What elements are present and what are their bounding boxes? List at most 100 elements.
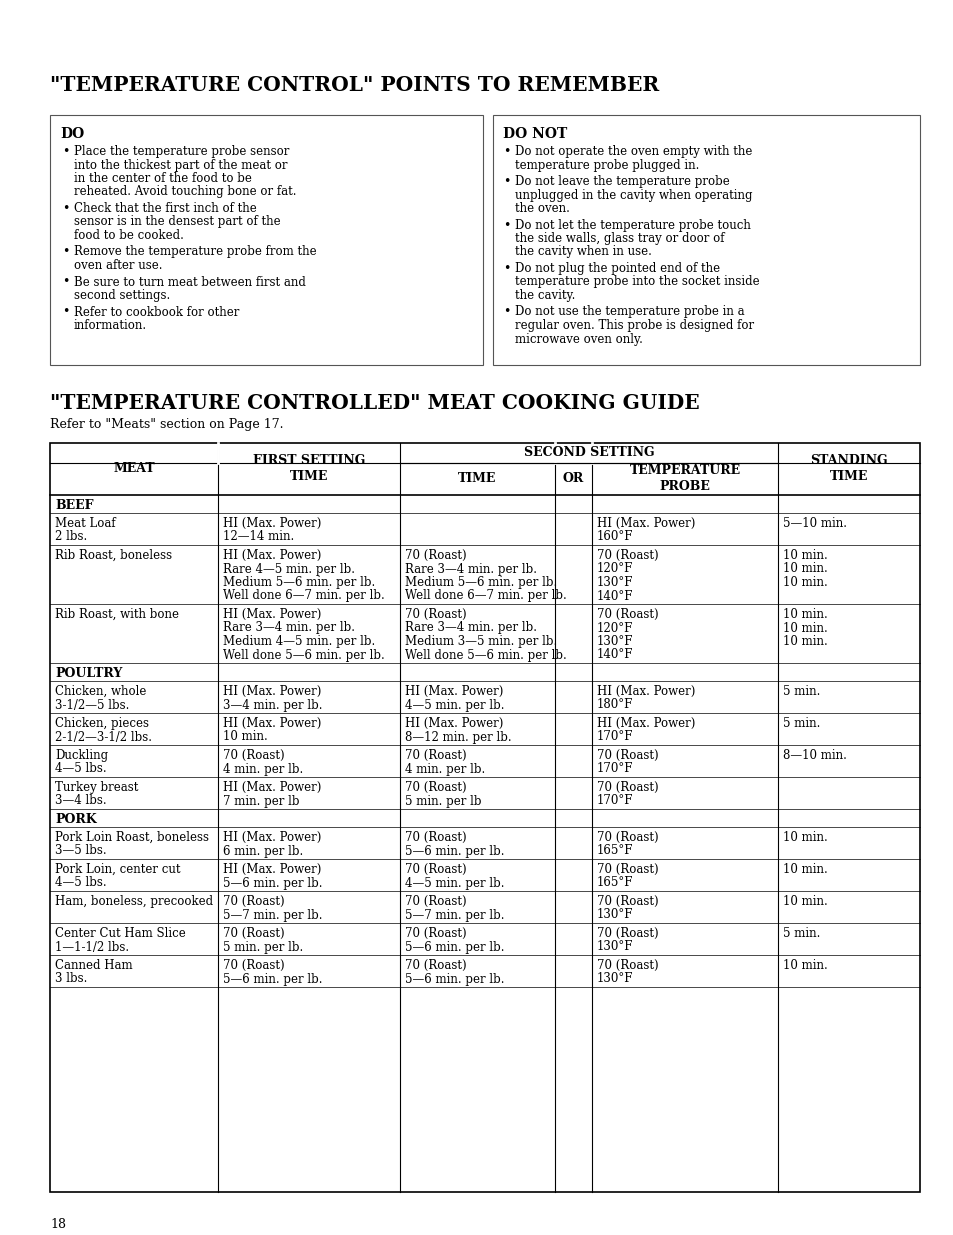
Text: Chicken, whole: Chicken, whole: [55, 685, 146, 698]
Text: 130°F: 130°F: [597, 941, 633, 953]
Text: Canned Ham: Canned Ham: [55, 960, 132, 972]
Text: 70 (Roast): 70 (Roast): [597, 608, 658, 621]
Text: STANDING
TIME: STANDING TIME: [809, 454, 887, 483]
Text: 70 (Roast): 70 (Roast): [223, 895, 284, 908]
Text: •: •: [502, 144, 510, 158]
Text: sensor is in the densest part of the: sensor is in the densest part of the: [74, 215, 280, 228]
Text: 3-1/2—5 lbs.: 3-1/2—5 lbs.: [55, 699, 130, 711]
Text: •: •: [502, 262, 510, 275]
Text: temperature probe plugged in.: temperature probe plugged in.: [515, 158, 699, 172]
Text: 170°F: 170°F: [597, 762, 633, 776]
Text: •: •: [62, 305, 70, 319]
Text: 70 (Roast): 70 (Roast): [223, 927, 284, 940]
Text: •: •: [62, 144, 70, 158]
Text: 70 (Roast): 70 (Roast): [405, 927, 466, 940]
Text: microwave oven only.: microwave oven only.: [515, 332, 642, 346]
Text: SECOND SETTING: SECOND SETTING: [523, 447, 654, 459]
Text: 4—5 lbs.: 4—5 lbs.: [55, 762, 107, 776]
Text: unplugged in the cavity when operating: unplugged in the cavity when operating: [515, 189, 752, 201]
Text: 120°F: 120°F: [597, 562, 633, 576]
Text: 6 min. per lb.: 6 min. per lb.: [223, 845, 303, 857]
Text: HI (Max. Power): HI (Max. Power): [223, 608, 321, 621]
Text: 5—6 min. per lb.: 5—6 min. per lb.: [405, 845, 504, 857]
Text: 5—6 min. per lb.: 5—6 min. per lb.: [405, 972, 504, 986]
Text: HI (Max. Power): HI (Max. Power): [405, 685, 503, 698]
Text: HI (Max. Power): HI (Max. Power): [597, 685, 695, 698]
Text: 12—14 min.: 12—14 min.: [223, 531, 294, 543]
Text: HI (Max. Power): HI (Max. Power): [223, 831, 321, 844]
Text: food to be cooked.: food to be cooked.: [74, 228, 184, 242]
Text: 70 (Roast): 70 (Roast): [223, 960, 284, 972]
Text: 5 min.: 5 min.: [782, 927, 820, 940]
Text: 180°F: 180°F: [597, 699, 633, 711]
Text: 70 (Roast): 70 (Roast): [597, 960, 658, 972]
Text: into the thickest part of the meat or: into the thickest part of the meat or: [74, 158, 287, 172]
Text: 4 min. per lb.: 4 min. per lb.: [223, 762, 303, 776]
Text: DO NOT: DO NOT: [502, 127, 567, 141]
Text: •: •: [62, 203, 70, 215]
Text: 70 (Roast): 70 (Roast): [405, 895, 466, 908]
Text: 70 (Roast): 70 (Roast): [597, 781, 658, 794]
Text: 8—12 min. per lb.: 8—12 min. per lb.: [405, 730, 511, 743]
Text: 3—4 lbs.: 3—4 lbs.: [55, 794, 107, 808]
Text: 70 (Roast): 70 (Roast): [405, 960, 466, 972]
Text: 130°F: 130°F: [597, 972, 633, 986]
Text: reheated. Avoid touching bone or fat.: reheated. Avoid touching bone or fat.: [74, 185, 296, 199]
Text: 140°F: 140°F: [597, 589, 633, 603]
Text: 70 (Roast): 70 (Roast): [597, 863, 658, 876]
Text: Chicken, pieces: Chicken, pieces: [55, 718, 149, 730]
Text: 5 min. per lb: 5 min. per lb: [405, 794, 481, 808]
Text: HI (Max. Power): HI (Max. Power): [223, 781, 321, 794]
Text: 1—1-1/2 lbs.: 1—1-1/2 lbs.: [55, 941, 129, 953]
Text: 10 min.: 10 min.: [782, 608, 827, 621]
Text: HI (Max. Power): HI (Max. Power): [223, 517, 321, 530]
Text: regular oven. This probe is designed for: regular oven. This probe is designed for: [515, 319, 753, 332]
Text: Well done 5—6 min. per lb.: Well done 5—6 min. per lb.: [223, 648, 384, 662]
Text: Medium 5—6 min. per lb.: Medium 5—6 min. per lb.: [223, 576, 375, 589]
Bar: [50, 443, 919, 1192]
Text: temperature probe into the socket inside: temperature probe into the socket inside: [515, 275, 759, 289]
Text: Do not use the temperature probe in a: Do not use the temperature probe in a: [515, 305, 744, 319]
Text: 2-1/2—3-1/2 lbs.: 2-1/2—3-1/2 lbs.: [55, 730, 152, 743]
Text: DO: DO: [60, 127, 84, 141]
Text: Rare 4—5 min. per lb.: Rare 4—5 min. per lb.: [223, 562, 355, 576]
Text: 5—7 min. per lb.: 5—7 min. per lb.: [223, 909, 322, 921]
Text: Do not plug the pointed end of the: Do not plug the pointed end of the: [515, 262, 720, 275]
Text: Refer to "Meats" section on Page 17.: Refer to "Meats" section on Page 17.: [50, 417, 283, 431]
Text: Do not leave the temperature probe: Do not leave the temperature probe: [515, 175, 729, 188]
Text: TIME: TIME: [457, 473, 497, 485]
Text: 8—10 min.: 8—10 min.: [782, 748, 846, 762]
Text: 130°F: 130°F: [597, 635, 633, 648]
Text: oven after use.: oven after use.: [74, 259, 162, 272]
Text: •: •: [502, 175, 510, 188]
Text: 10 min.: 10 min.: [782, 863, 827, 876]
Text: 70 (Roast): 70 (Roast): [405, 781, 466, 794]
Text: HI (Max. Power): HI (Max. Power): [223, 863, 321, 876]
Text: POULTRY: POULTRY: [55, 667, 122, 680]
Text: 10 min.: 10 min.: [782, 576, 827, 589]
Text: 70 (Roast): 70 (Roast): [597, 831, 658, 844]
Text: 10 min.: 10 min.: [782, 831, 827, 844]
Text: Pork Loin Roast, boneless: Pork Loin Roast, boneless: [55, 831, 209, 844]
Text: 3—5 lbs.: 3—5 lbs.: [55, 845, 107, 857]
Text: 165°F: 165°F: [597, 877, 633, 889]
Text: Medium 5—6 min. per lb.: Medium 5—6 min. per lb.: [405, 576, 557, 589]
Text: FIRST SETTING
TIME: FIRST SETTING TIME: [253, 454, 365, 483]
Text: •: •: [62, 275, 70, 289]
Text: HI (Max. Power): HI (Max. Power): [597, 517, 695, 530]
Text: 4—5 lbs.: 4—5 lbs.: [55, 877, 107, 889]
Text: the side walls, glass tray or door of: the side walls, glass tray or door of: [515, 232, 723, 245]
Text: in the center of the food to be: in the center of the food to be: [74, 172, 252, 185]
Bar: [493, 115, 919, 366]
Text: Ham, boneless, precooked: Ham, boneless, precooked: [55, 895, 213, 908]
Text: Do not operate the oven empty with the: Do not operate the oven empty with the: [515, 144, 752, 158]
Text: Meat Loaf: Meat Loaf: [55, 517, 115, 530]
Text: OR: OR: [562, 473, 583, 485]
Text: 7 min. per lb: 7 min. per lb: [223, 794, 299, 808]
Text: "TEMPERATURE CONTROLLED" MEAT COOKING GUIDE: "TEMPERATURE CONTROLLED" MEAT COOKING GU…: [50, 393, 699, 412]
Text: the cavity when in use.: the cavity when in use.: [515, 246, 651, 258]
Text: Remove the temperature probe from the: Remove the temperature probe from the: [74, 246, 316, 258]
Text: 10 min.: 10 min.: [782, 895, 827, 908]
Text: Be sure to turn meat between first and: Be sure to turn meat between first and: [74, 275, 306, 289]
Text: the oven.: the oven.: [515, 203, 569, 215]
